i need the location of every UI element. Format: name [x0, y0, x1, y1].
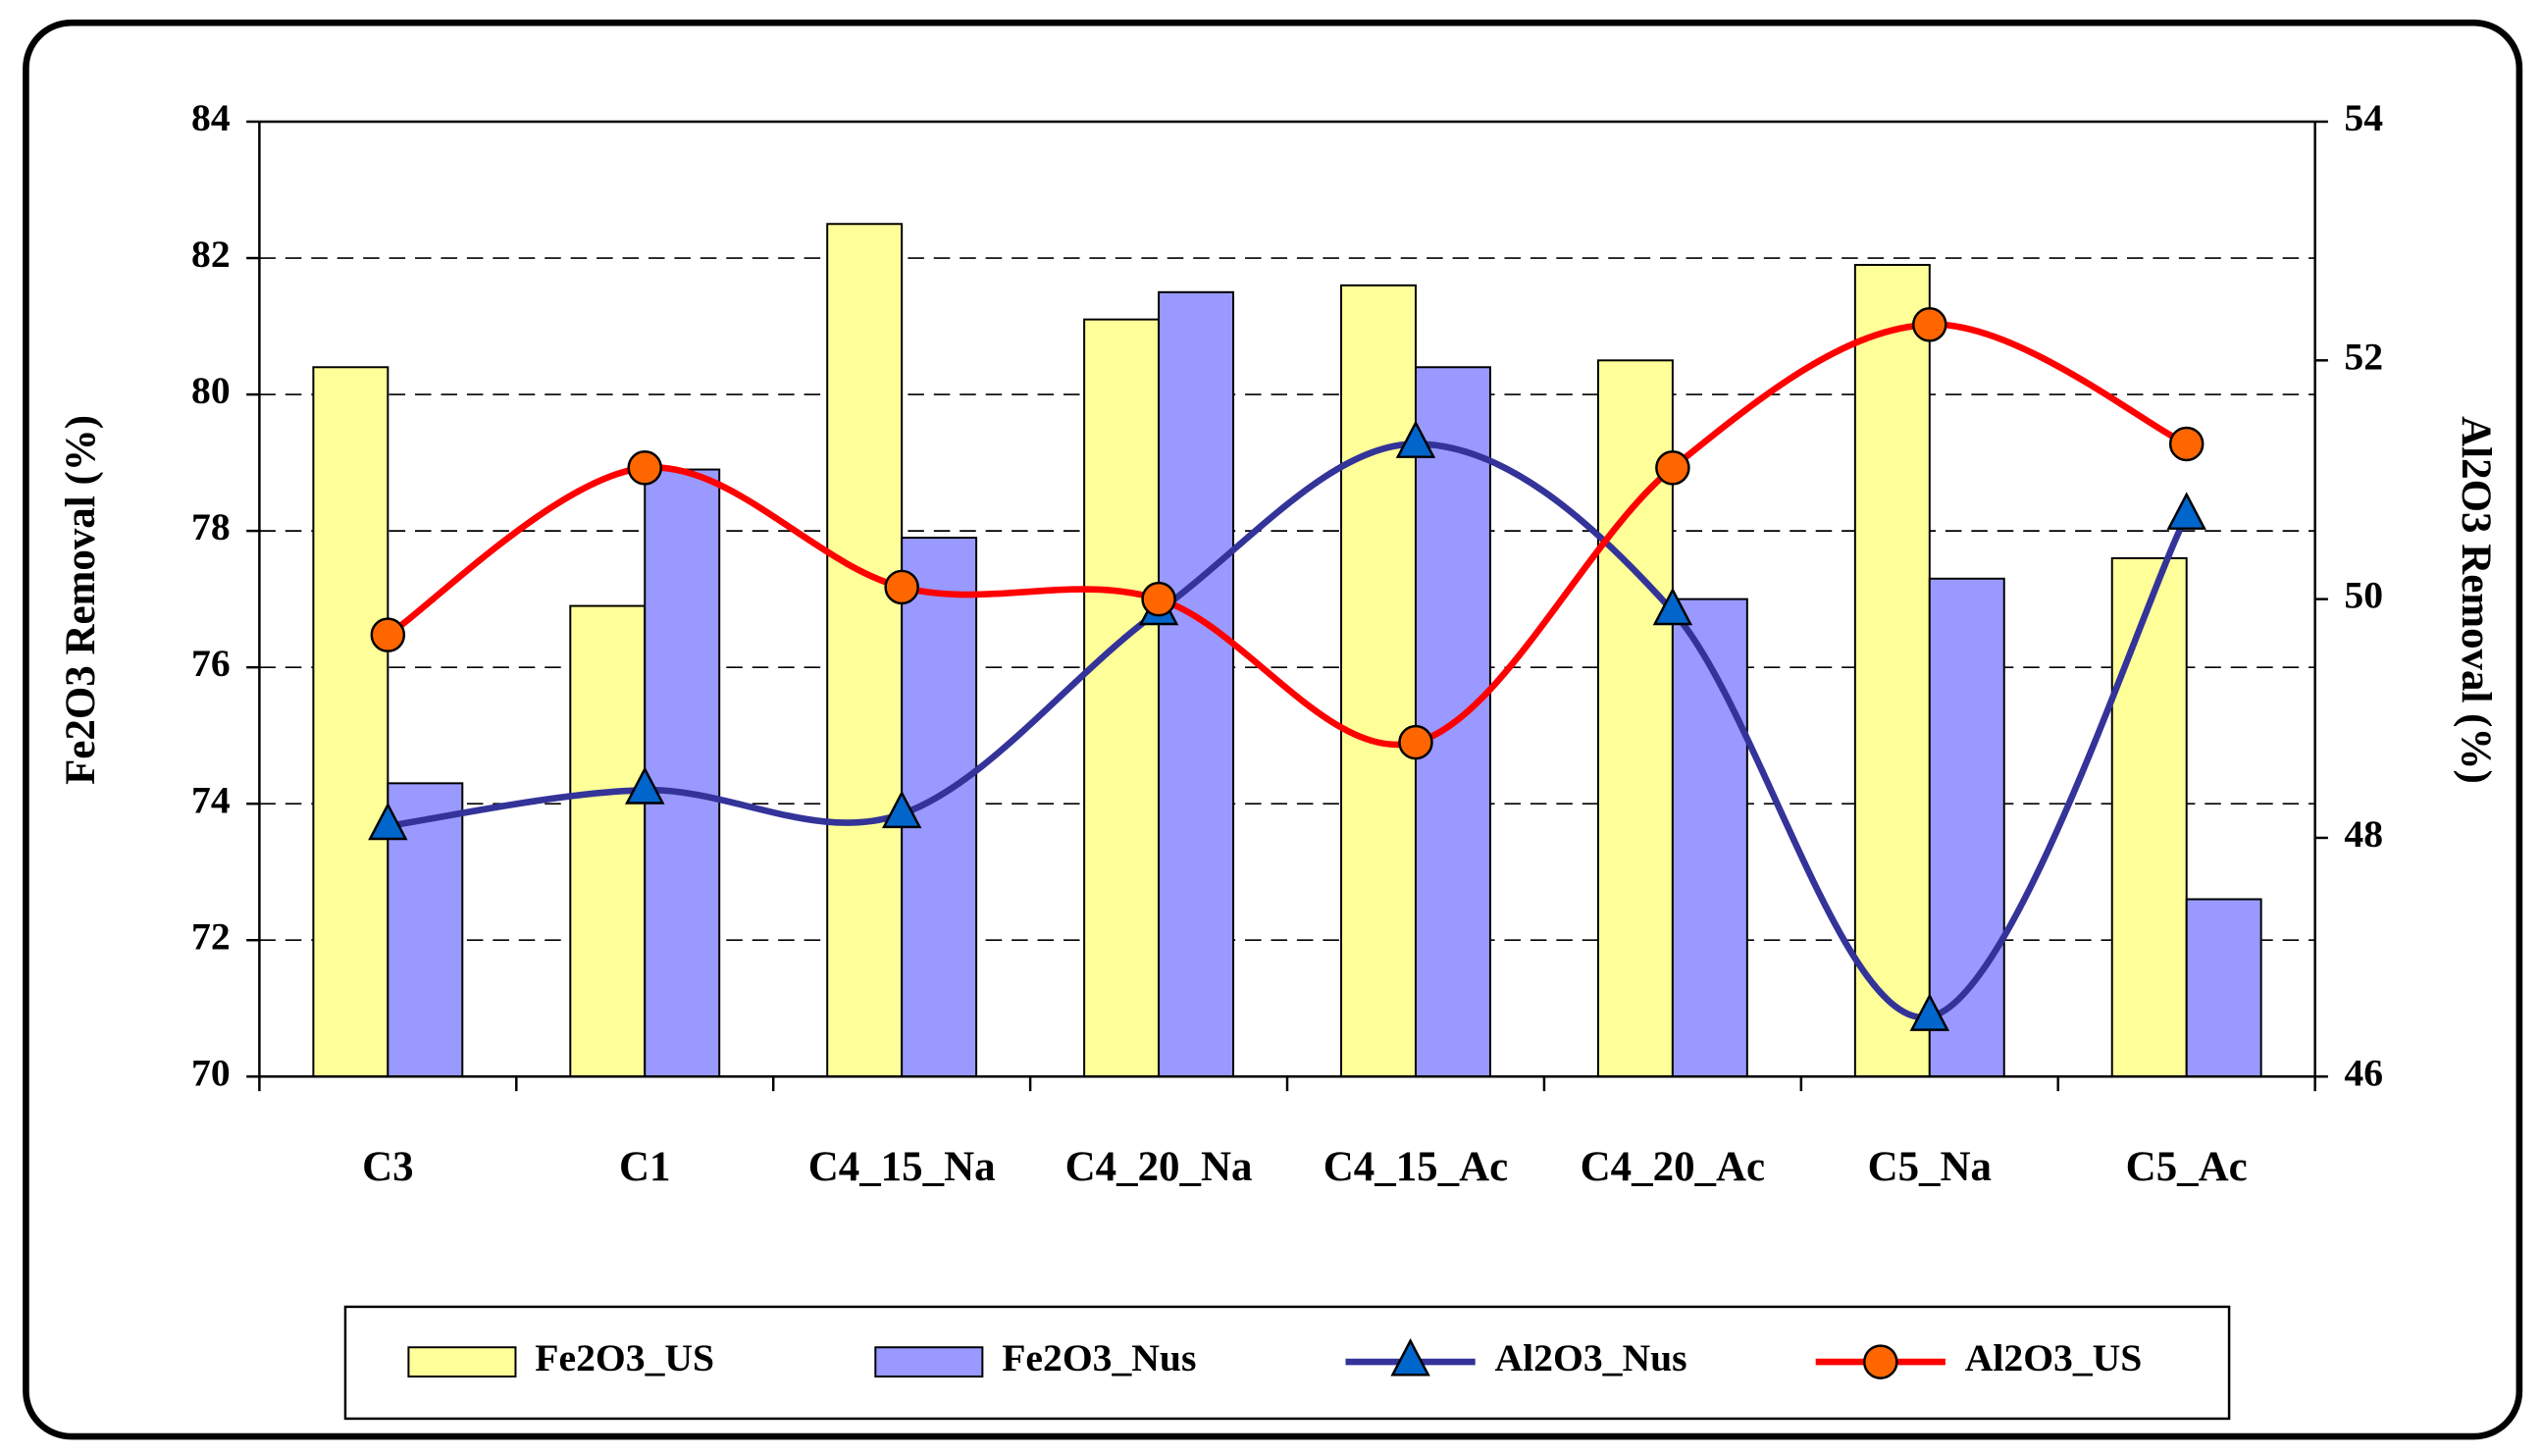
x-tick-label: C4_20_Na	[1065, 1144, 1253, 1190]
y2-tick-label: 54	[2344, 96, 2383, 139]
y-axis-title: Fe2O3 Removal (%)	[58, 415, 104, 785]
legend-swatch	[874, 1346, 984, 1378]
bar	[2110, 556, 2188, 1078]
bar	[1853, 263, 1931, 1078]
legend-label: Fe2O3_Nus	[1002, 1336, 1196, 1379]
x-tick-label: C1	[619, 1144, 671, 1190]
marker	[368, 802, 408, 841]
legend-marker	[1390, 1337, 1430, 1377]
y-tick-label: 74	[191, 778, 231, 821]
y-tick-label: 76	[191, 642, 231, 685]
marker	[1398, 724, 1433, 760]
y-tick-label: 70	[191, 1051, 231, 1094]
line	[386, 321, 2189, 749]
marker	[1909, 993, 1950, 1031]
y-tick-label: 82	[191, 233, 231, 276]
x-tick-label: C4_15_Ac	[1323, 1144, 1509, 1190]
bar	[1083, 318, 1161, 1078]
marker	[1395, 420, 1436, 458]
legend-swatch	[407, 1346, 517, 1378]
legend-label: Fe2O3_US	[535, 1336, 714, 1379]
y2-tick-label: 52	[2344, 335, 2383, 378]
bar	[312, 366, 389, 1078]
bar	[2185, 898, 2262, 1078]
legend-marker	[1863, 1344, 1898, 1379]
x-tick-label: C4_15_Na	[808, 1144, 996, 1190]
bar	[644, 468, 721, 1078]
bar	[1340, 284, 1417, 1078]
y2-tick-label: 48	[2344, 812, 2383, 856]
marker	[627, 450, 663, 486]
marker	[1912, 307, 1947, 342]
y2-tick-label: 50	[2344, 574, 2383, 617]
y-tick-label: 80	[191, 369, 231, 412]
marker	[881, 790, 922, 829]
marker	[1652, 587, 1693, 626]
bar	[826, 223, 904, 1078]
bar	[569, 604, 647, 1078]
x-tick-label: C3	[362, 1144, 414, 1190]
x-tick-label: C5_Na	[1868, 1144, 1992, 1190]
y-tick-label: 72	[191, 914, 231, 958]
y2-axis-title: Al2O3 Removal (%)	[2453, 416, 2499, 784]
y2-tick-label: 46	[2344, 1051, 2383, 1094]
marker	[2168, 426, 2205, 462]
y-tick-label: 84	[191, 96, 231, 139]
bar	[1671, 598, 1748, 1078]
legend-label: Al2O3_Nus	[1495, 1336, 1687, 1379]
bar	[1928, 577, 2005, 1078]
marker	[1141, 581, 1176, 617]
x-tick-label: C5_Ac	[2126, 1144, 2248, 1190]
x-tick-label: C4_20_Ac	[1581, 1144, 1766, 1190]
legend-label: Al2O3_US	[1965, 1336, 2143, 1379]
y-tick-label: 78	[191, 505, 231, 548]
marker	[2166, 492, 2206, 530]
bar	[1158, 290, 1235, 1078]
marker	[884, 569, 919, 605]
marker	[1655, 450, 1690, 486]
marker	[370, 617, 406, 652]
marker	[625, 766, 665, 805]
